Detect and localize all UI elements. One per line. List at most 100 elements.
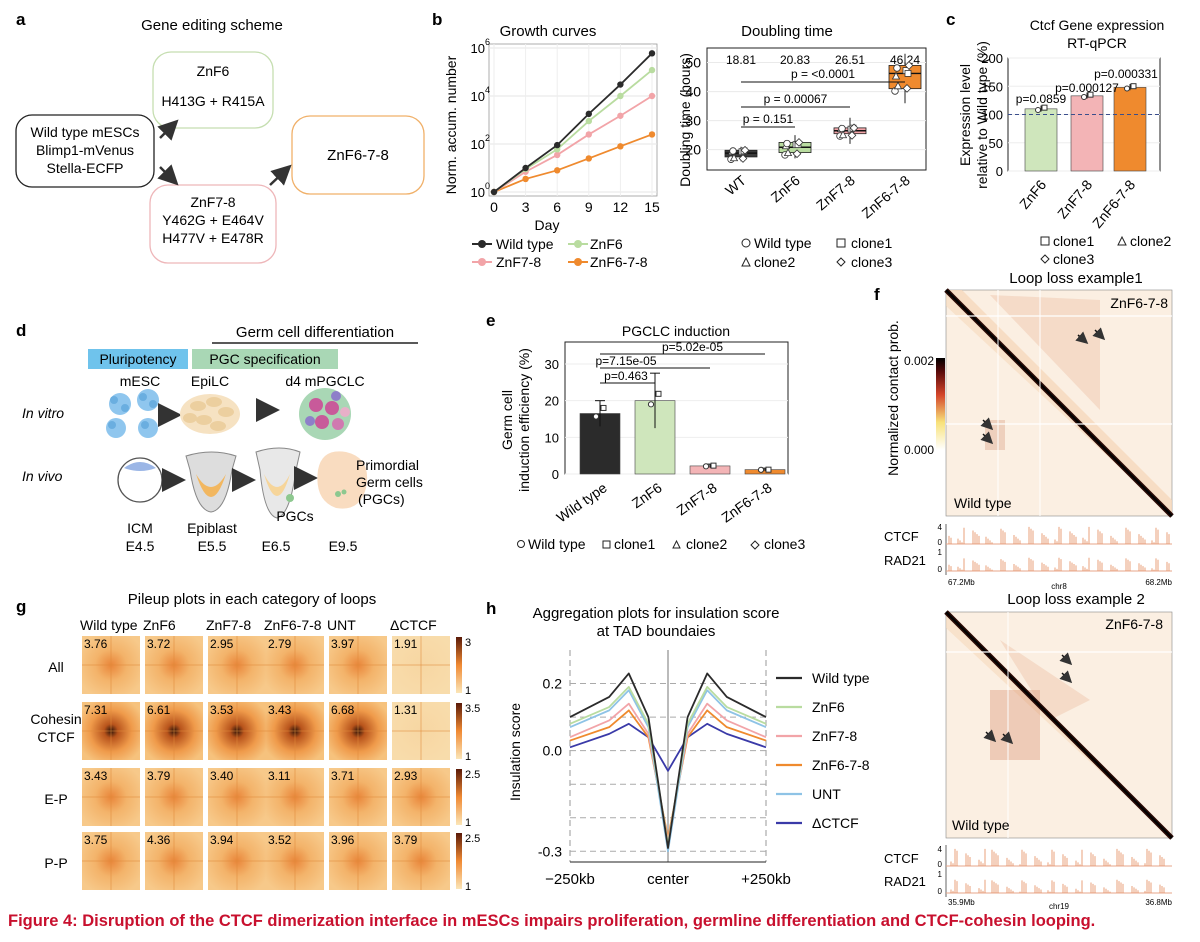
growth-point [585,117,592,125]
znf6-box [152,51,274,129]
e-point [765,466,772,473]
pileup-cbar-min: 1 [465,881,471,893]
doubling-pvalue: p = 0.151 [743,112,794,126]
e-category: Wild type [553,479,610,525]
h-xtick: +250kb [741,871,791,888]
c-legend-square [1040,236,1050,246]
pileup-value: 3.43 [84,769,108,783]
growth-xtick: 9 [585,199,593,215]
panel-g-letter: g [16,597,26,616]
growth-ytick: 10 [471,185,485,200]
wt-line-2: Blimp1-mVenus [36,142,134,158]
h-legend-label: ZnF7-8 [812,728,857,744]
doubling-category: WT [722,172,749,199]
e45-label: E4.5 [126,538,155,554]
f1-wt-label: Wild type [954,495,1012,511]
epiblast-label: Epiblast [187,520,237,536]
germ-diff-label: Germ cell differentiation [236,324,394,341]
legend-circle-wt [741,238,751,248]
growth-point [648,50,656,57]
e-ylabel-2: induction efficiency (%) [516,348,532,492]
h-title-2: at TAD boundaies [597,623,716,640]
pileup-value: 6.61 [147,703,171,717]
pileup-cbar-min: 1 [465,751,471,763]
f1-mutant-label: ZnF6-7-8 [1110,295,1168,311]
f1-rad21-label: RAD21 [884,553,926,568]
c-legend-clone3: clone3 [1053,251,1094,267]
pileup-value: 3.43 [268,703,292,717]
growth-ytick: 10 [471,41,485,56]
f2-coord-chr: chr19 [1049,902,1070,910]
doubling-point [738,154,748,163]
hic-cbar-label: Normalized contact prob. [885,320,901,476]
pileup-grid: Wild type ZnF6 ZnF7-8 ZnF6-7-8 UNT ΔCTCF All 3.… [30,617,480,893]
growth-series-line [493,95,653,193]
hic-colorbar [936,358,945,450]
doubling-point [729,153,739,162]
f2-t2-max: 1 [938,870,943,879]
growth-ylabel: Norm. accum. number [443,55,459,194]
pileup-row-label: E-P [44,791,67,807]
c-bar [1113,87,1147,172]
e-point [655,390,662,397]
primordial-2: Germ cells [356,474,423,490]
growth-xtick: 12 [613,199,629,215]
pileup-cbar-max: 3.5 [465,703,480,715]
growth-xtick: 3 [522,199,530,215]
f2-rad21-label: RAD21 [884,874,926,889]
pileup-value: 2.95 [210,637,234,651]
arrow-to-znf6 [157,119,179,141]
e-category: ZnF6 [629,479,665,511]
f1-coord-chr: chr8 [1051,582,1067,591]
pileup-column-header: ZnF6 [143,617,176,633]
panel-g: g Pileup plots in each category of loops… [16,591,480,893]
c-point [1130,83,1137,90]
f2-t1-min: 0 [938,860,943,869]
clone-legend-clone1: clone1 [851,235,892,251]
panel-b-doubling: Doubling time Doubling time (hours) 20 30… [677,23,927,270]
hic-map-2 [944,610,1174,840]
c-ylabel-2: relative to Wild type (%) [974,41,990,189]
panel-f-letter: f [874,285,880,304]
pileup-column-header: Wild type [80,617,138,633]
pileup-value: 3.96 [331,833,355,847]
arrow-to-znf678 [269,164,292,186]
doubling-mean-label: 46.24 [890,53,920,67]
h-series-line [569,672,767,849]
f2-coord-end: 36.8Mb [1145,898,1172,907]
znf78-mut-2: H477V + E478R [162,230,264,246]
doubling-point [792,149,802,159]
legend-square-clone1 [836,238,846,248]
h-ylabel: Insulation score [507,703,523,801]
doubling-point [847,131,857,140]
doubling-point [902,84,912,93]
doubling-pvalue: p = <0.0001 [791,67,855,81]
growth-point [490,188,498,196]
e-title: PGCLC induction [622,323,730,339]
clone-legend-clone2: clone2 [754,254,795,270]
legend-dot-znf6 [574,240,582,248]
f2-t2-min: 0 [938,887,943,896]
growth-point [617,81,624,88]
pileup-value: 3.52 [268,833,292,847]
doubling-point [838,124,846,133]
panel-h-letter: h [486,599,496,618]
pileup-colorbar [456,703,462,759]
panel-b-growth: b Growth curves Norm. accum. number 10 01… [432,10,660,270]
panel-c-letter: c [946,10,955,29]
growth-xtick: 15 [644,199,660,215]
e-pvalue: p=7.15e-05 [595,354,656,368]
primordial-1: Primordial [356,457,419,473]
panel-b-letter: b [432,10,442,29]
e-category: ZnF6-7-8 [718,479,775,525]
c-ytick: 0 [996,164,1003,179]
figure-caption: Figure 4: Disruption of the CTCF dimeriz… [8,912,1096,930]
pileup-value: 3.72 [147,637,171,651]
growth-point [617,92,624,100]
pluripotency-band [88,349,188,369]
e-ytick: 0 [552,467,559,482]
growth-point [617,112,624,119]
growth-point [585,155,592,162]
pileup-value: 3.97 [331,637,355,651]
pileup-row-label: Cohesin [30,711,81,727]
